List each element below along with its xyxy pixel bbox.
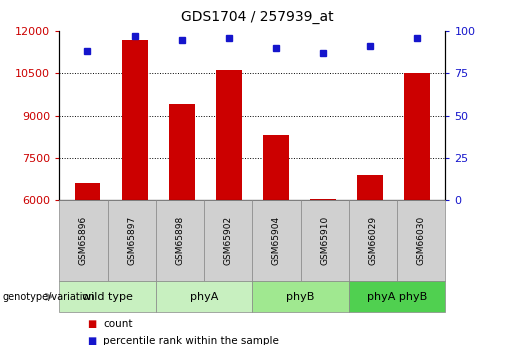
Text: GSM66029: GSM66029 (369, 216, 377, 265)
Text: GSM65896: GSM65896 (79, 216, 88, 265)
Bar (310, 199, 336, 200)
Text: phyA: phyA (190, 292, 218, 302)
Text: GSM65902: GSM65902 (224, 216, 233, 265)
Bar (216, 70, 242, 200)
Text: GDS1704 / 257939_at: GDS1704 / 257939_at (181, 10, 334, 24)
Bar (404, 73, 430, 200)
Text: count: count (103, 319, 132, 329)
Bar (75, 183, 100, 200)
Text: ■: ■ (88, 319, 97, 329)
Text: GSM66030: GSM66030 (417, 216, 426, 265)
Bar (357, 175, 383, 200)
Text: phyB: phyB (286, 292, 315, 302)
Text: GSM65904: GSM65904 (272, 216, 281, 265)
Bar (169, 104, 195, 200)
Text: percentile rank within the sample: percentile rank within the sample (103, 336, 279, 345)
Text: wild type: wild type (82, 292, 133, 302)
Text: GSM65910: GSM65910 (320, 216, 329, 265)
Text: GSM65898: GSM65898 (176, 216, 184, 265)
Bar (263, 135, 289, 200)
Text: ■: ■ (88, 336, 97, 345)
Text: phyA phyB: phyA phyB (367, 292, 427, 302)
Bar (122, 40, 147, 200)
Text: GSM65897: GSM65897 (127, 216, 136, 265)
Text: genotype/variation: genotype/variation (3, 292, 95, 302)
